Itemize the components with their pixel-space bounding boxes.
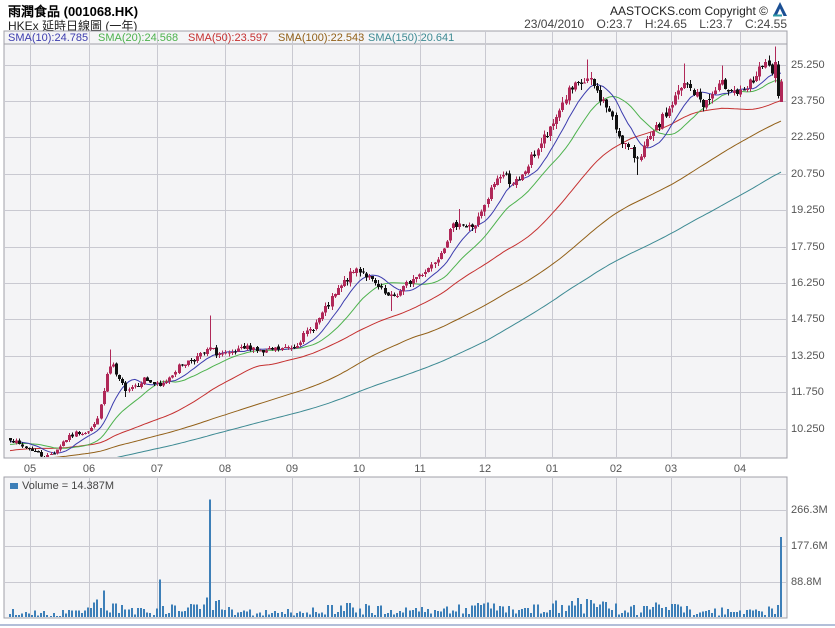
candlesticks xyxy=(9,46,783,457)
volume-legend: Volume = 14.387M xyxy=(10,480,114,492)
price-tick-label: 22.250 xyxy=(791,131,825,144)
volume-tick-label: 177.6M xyxy=(791,540,828,552)
quote-open: O:23.7 xyxy=(596,17,633,31)
chart-subtitle: HKEx 延時日線圖 (一年) xyxy=(8,19,138,33)
month-tick-label: 04 xyxy=(733,463,747,475)
copyright-block: AASTOCKS.com Copyright © xyxy=(610,2,789,20)
sma-legend-item: SMA(50):23.597 xyxy=(188,32,269,44)
quote-line: 23/04/2010 O:23.7 H:24.65 L:23.7 C:24.55 xyxy=(524,17,787,31)
gridlines xyxy=(4,31,787,618)
price-tick-label: 20.750 xyxy=(791,167,825,180)
bottom-divider xyxy=(0,624,835,626)
month-tick-label: 10 xyxy=(352,463,366,475)
volume-tick-label: 88.8M xyxy=(791,576,822,588)
price-tick-label: 14.750 xyxy=(791,313,825,326)
price-tick-label: 11.750 xyxy=(791,386,824,399)
quote-date: 23/04/2010 xyxy=(524,17,585,31)
sma100-line xyxy=(53,120,782,457)
month-tick-label: 02 xyxy=(609,463,623,475)
quote-high: H:24.65 xyxy=(644,17,687,31)
month-tick-label: 05 xyxy=(23,463,37,475)
volume-tick-label: 266.3M xyxy=(791,504,828,517)
price-tick-label: 17.750 xyxy=(791,240,825,253)
price-chart-panel[interactable] xyxy=(3,43,788,459)
month-tick-label: 09 xyxy=(285,463,299,475)
price-tick-label: 10.250 xyxy=(791,422,825,435)
volume-bars xyxy=(9,499,782,617)
quote-close: C:24.55 xyxy=(744,17,787,31)
month-tick-label: 07 xyxy=(150,463,164,475)
month-tick-label: 08 xyxy=(218,463,232,475)
sma-legend-item: SMA(20):24.568 xyxy=(98,32,179,44)
price-tick-label: 16.250 xyxy=(791,276,825,289)
sma150-line xyxy=(116,171,782,457)
price-tick-label: 25.250 xyxy=(791,58,825,71)
month-tick-label: 12 xyxy=(478,463,492,475)
sma-legend-item: SMA(150):20.641 xyxy=(368,32,455,44)
month-tick-label: 03 xyxy=(664,463,678,475)
volume-legend-text: Volume = 14.387M xyxy=(22,480,115,492)
price-tick-label: 23.750 xyxy=(791,94,825,107)
price-tick-label: 13.250 xyxy=(791,349,825,362)
sma20-line xyxy=(9,80,782,449)
price-tick-label: 19.250 xyxy=(791,204,825,217)
volume-legend-icon xyxy=(10,483,18,489)
month-tick-label: 01 xyxy=(545,463,559,475)
sma-legend-item: SMA(10):24.785 xyxy=(8,32,89,44)
month-tick-label: 06 xyxy=(82,463,96,475)
quote-low: L:23.7 xyxy=(699,17,733,31)
sma10-line xyxy=(9,71,782,454)
aastocks-logo-icon[interactable] xyxy=(771,2,789,20)
sma-legend-item: SMA(100):22.543 xyxy=(278,32,365,44)
stock-title: 雨潤食品 (001068.HK) xyxy=(8,4,139,19)
volume-chart-panel[interactable] xyxy=(3,476,788,619)
copyright-text: AASTOCKS.com Copyright © xyxy=(609,4,768,18)
month-tick-label: 11 xyxy=(414,463,426,475)
